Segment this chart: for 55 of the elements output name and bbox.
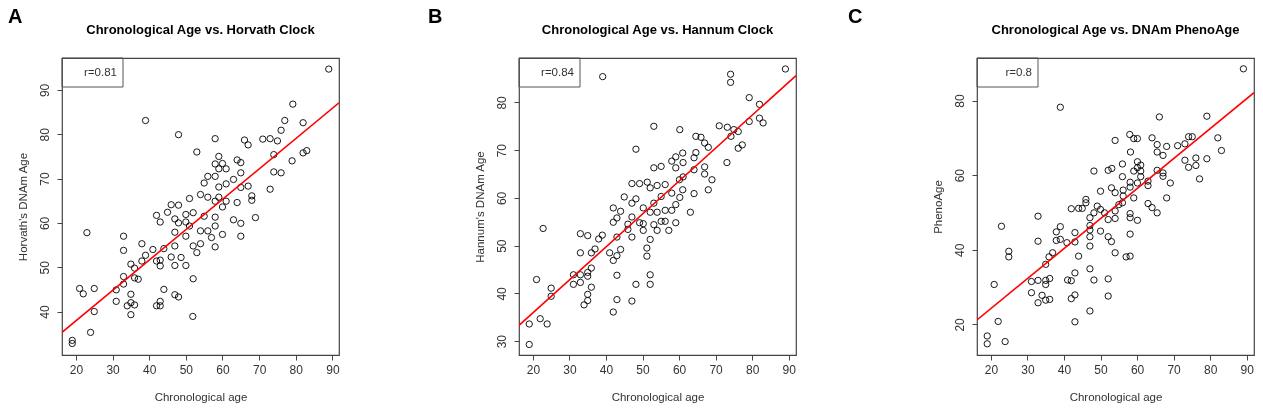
y-tick-label: 70 — [37, 172, 52, 186]
x-tick-label: 80 — [745, 362, 760, 377]
x-tick-label: 80 — [289, 362, 304, 377]
x-tick-label: 60 — [672, 362, 687, 377]
x-tick-label: 70 — [252, 362, 267, 377]
y-tick-label: 90 — [37, 83, 52, 98]
x-tick-label: 40 — [143, 362, 157, 377]
y-tick-label: 50 — [494, 239, 509, 253]
x-axis-title: Chronological age — [611, 390, 705, 403]
y-tick-label: 50 — [37, 260, 52, 275]
y-axis-title: Hannum's DNAm Age — [473, 151, 486, 263]
text: B — [428, 5, 443, 27]
x-tick-label: 90 — [326, 362, 340, 377]
y-tick-label: 70 — [494, 143, 509, 158]
x-axis-title: Chronological age — [1069, 390, 1163, 403]
x-tick-label: 70 — [1167, 362, 1182, 377]
chart-title: Chronological Age vs. Horvath Clock — [86, 22, 316, 37]
text: C — [848, 5, 863, 27]
y-tick-label: 60 — [952, 168, 967, 183]
y-tick-label: 80 — [494, 95, 509, 110]
y-tick-label: 60 — [494, 191, 509, 206]
y-tick-label: 60 — [37, 216, 52, 231]
y-tick-label: 80 — [37, 127, 52, 142]
x-tick-label: 30 — [563, 362, 577, 377]
x-tick-label: 20 — [984, 362, 999, 377]
x-tick-label: 90 — [1240, 362, 1255, 377]
text: A — [8, 5, 23, 27]
annotation: r=0.84 — [541, 66, 575, 78]
x-tick-label: 50 — [1094, 362, 1109, 377]
y-axis-title: Horvath's DNAm Age — [16, 152, 29, 262]
x-tick-label: 50 — [636, 362, 651, 377]
x-tick-label: 70 — [709, 362, 724, 377]
x-axis-title: Chronological age — [154, 390, 248, 403]
x-tick-label: 20 — [526, 362, 541, 377]
x-tick-label: 40 — [599, 362, 614, 377]
x-tick-label: 20 — [69, 362, 84, 377]
y-tick-label: 80 — [952, 94, 967, 108]
chart-title: Chronological Age vs. Hannum Clock — [541, 22, 774, 37]
y-tick-label: 20 — [952, 317, 967, 332]
x-tick-label: 40 — [1057, 362, 1072, 377]
chart-title: Chronological Age vs. DNAm PhenoAge — [991, 22, 1240, 37]
annotation: r=0.81 — [84, 66, 117, 78]
y-tick-label: 30 — [494, 334, 509, 349]
x-tick-label: 30 — [106, 362, 121, 377]
y-tick-label: 40 — [37, 305, 52, 319]
x-tick-label: 60 — [216, 362, 230, 377]
x-tick-label: 60 — [1130, 362, 1145, 377]
annotation: r=0.8 — [1005, 66, 1032, 78]
x-tick-label: 50 — [179, 362, 194, 377]
y-tick-label: 40 — [952, 243, 967, 257]
y-axis-title: PhenoAge — [931, 180, 944, 234]
x-tick-label: 90 — [782, 362, 797, 377]
x-tick-label: 80 — [1203, 362, 1218, 377]
x-tick-label: 30 — [1021, 362, 1035, 377]
y-tick-label: 40 — [494, 286, 509, 301]
